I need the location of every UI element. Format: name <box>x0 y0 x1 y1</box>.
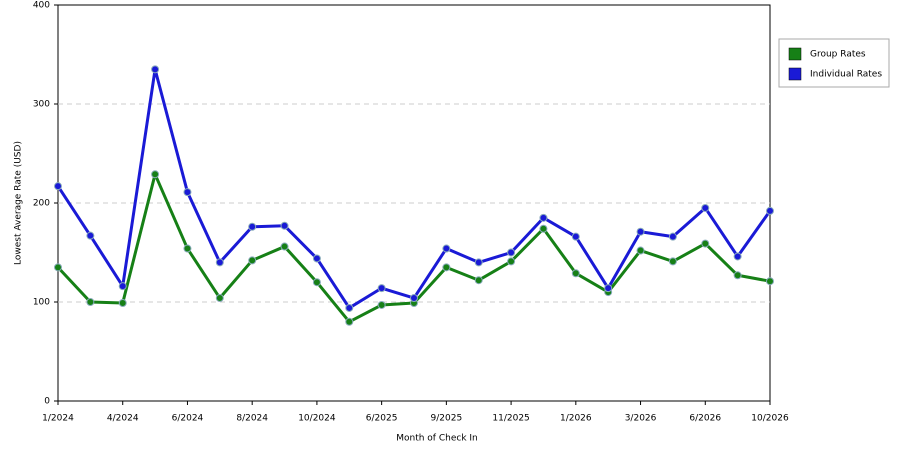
point <box>539 224 548 233</box>
point <box>539 213 548 222</box>
point <box>215 258 224 267</box>
point <box>345 303 354 312</box>
point <box>377 300 386 309</box>
x-tick-label: 3/2026 <box>625 414 657 424</box>
point <box>410 294 418 303</box>
point <box>507 257 516 266</box>
x-tick-label: 8/2024 <box>236 414 268 424</box>
legend-label: Individual Rates <box>810 70 882 80</box>
x-tick-label: 9/2025 <box>431 414 463 424</box>
point <box>474 276 483 285</box>
point <box>571 232 580 241</box>
point <box>636 227 645 236</box>
point <box>183 188 192 197</box>
point <box>118 282 127 291</box>
point <box>474 258 483 267</box>
point <box>507 248 516 257</box>
point <box>733 271 742 280</box>
x-tick-label: 6/2024 <box>172 414 204 424</box>
point <box>151 170 160 179</box>
point <box>151 65 160 74</box>
point <box>701 203 710 212</box>
point <box>312 278 321 287</box>
point <box>215 294 224 303</box>
point <box>604 284 613 293</box>
point <box>442 263 451 272</box>
point <box>280 242 289 251</box>
point <box>345 317 354 326</box>
x-tick-label: 6/2026 <box>689 414 721 424</box>
point <box>248 222 257 231</box>
y-tick-label: 300 <box>33 100 50 110</box>
y-tick-label: 200 <box>33 199 50 209</box>
y-tick-label: 0 <box>44 397 50 407</box>
point <box>86 298 95 306</box>
x-tick-label: 11/2025 <box>492 414 529 424</box>
x-tick-label: 1/2026 <box>560 414 592 424</box>
y-axis-label: Lowest Average Rate (USD) <box>14 141 24 265</box>
x-tick-label: 6/2025 <box>366 414 398 424</box>
y-tick-label: 100 <box>33 298 50 308</box>
point <box>766 277 774 286</box>
legend-label: Group Rates <box>810 50 866 60</box>
point <box>636 246 645 255</box>
point <box>766 206 774 215</box>
point <box>442 244 451 253</box>
x-axis-label: Month of Check In <box>396 434 478 444</box>
point <box>183 244 192 253</box>
point <box>701 239 710 248</box>
x-tick-label: 4/2024 <box>107 414 139 424</box>
point <box>280 221 289 230</box>
point <box>54 182 62 191</box>
y-tick-label: 400 <box>33 1 50 11</box>
point <box>312 254 321 263</box>
point <box>118 298 127 307</box>
point <box>733 252 742 261</box>
legend-swatch <box>788 67 802 81</box>
point <box>248 256 257 265</box>
point <box>86 231 95 240</box>
point <box>571 269 580 278</box>
x-tick-label: 10/2024 <box>298 414 336 424</box>
legend-swatch <box>788 47 802 61</box>
x-tick-label: 10/2026 <box>751 414 789 424</box>
point <box>668 232 677 241</box>
point <box>668 257 677 266</box>
point <box>54 263 62 272</box>
point <box>377 284 386 293</box>
x-tick-label: 1/2024 <box>42 414 74 424</box>
